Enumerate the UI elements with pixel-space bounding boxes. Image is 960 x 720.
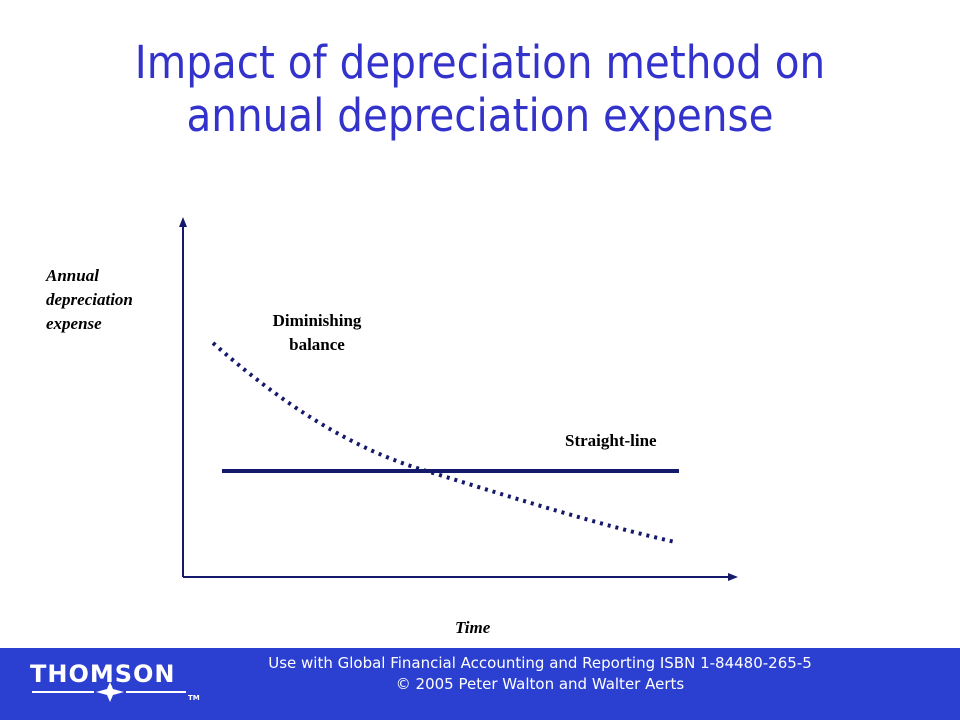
footer-line-2: © 2005 Peter Walton and Walter Aerts [395, 675, 685, 693]
footer-credits: Use with Global Financial Accounting and… [200, 653, 880, 695]
star-icon [32, 682, 186, 702]
title-line-1: Impact of depreciation method on [134, 36, 826, 89]
brand-name: THOMSON [30, 660, 176, 688]
y-axis-label: Annual depreciation expense [46, 266, 133, 333]
diminishing-balance-series [211, 341, 676, 544]
straight-line-label: Straight-line [565, 431, 657, 450]
diminishing-balance-label: Diminishing balance [272, 311, 362, 354]
thomson-logo: THOMSON TM [30, 658, 205, 710]
title-line-2: annual depreciation expense [186, 89, 774, 142]
x-axis-label: Time [455, 618, 491, 637]
footer-line-1: Use with Global Financial Accounting and… [268, 654, 812, 672]
slide-title: Impact of depreciation method on annual … [48, 36, 912, 142]
footer-bar: THOMSON TM Use with Global Financial Acc… [0, 648, 960, 720]
depreciation-diagram [179, 217, 738, 581]
trademark: TM [188, 694, 200, 702]
